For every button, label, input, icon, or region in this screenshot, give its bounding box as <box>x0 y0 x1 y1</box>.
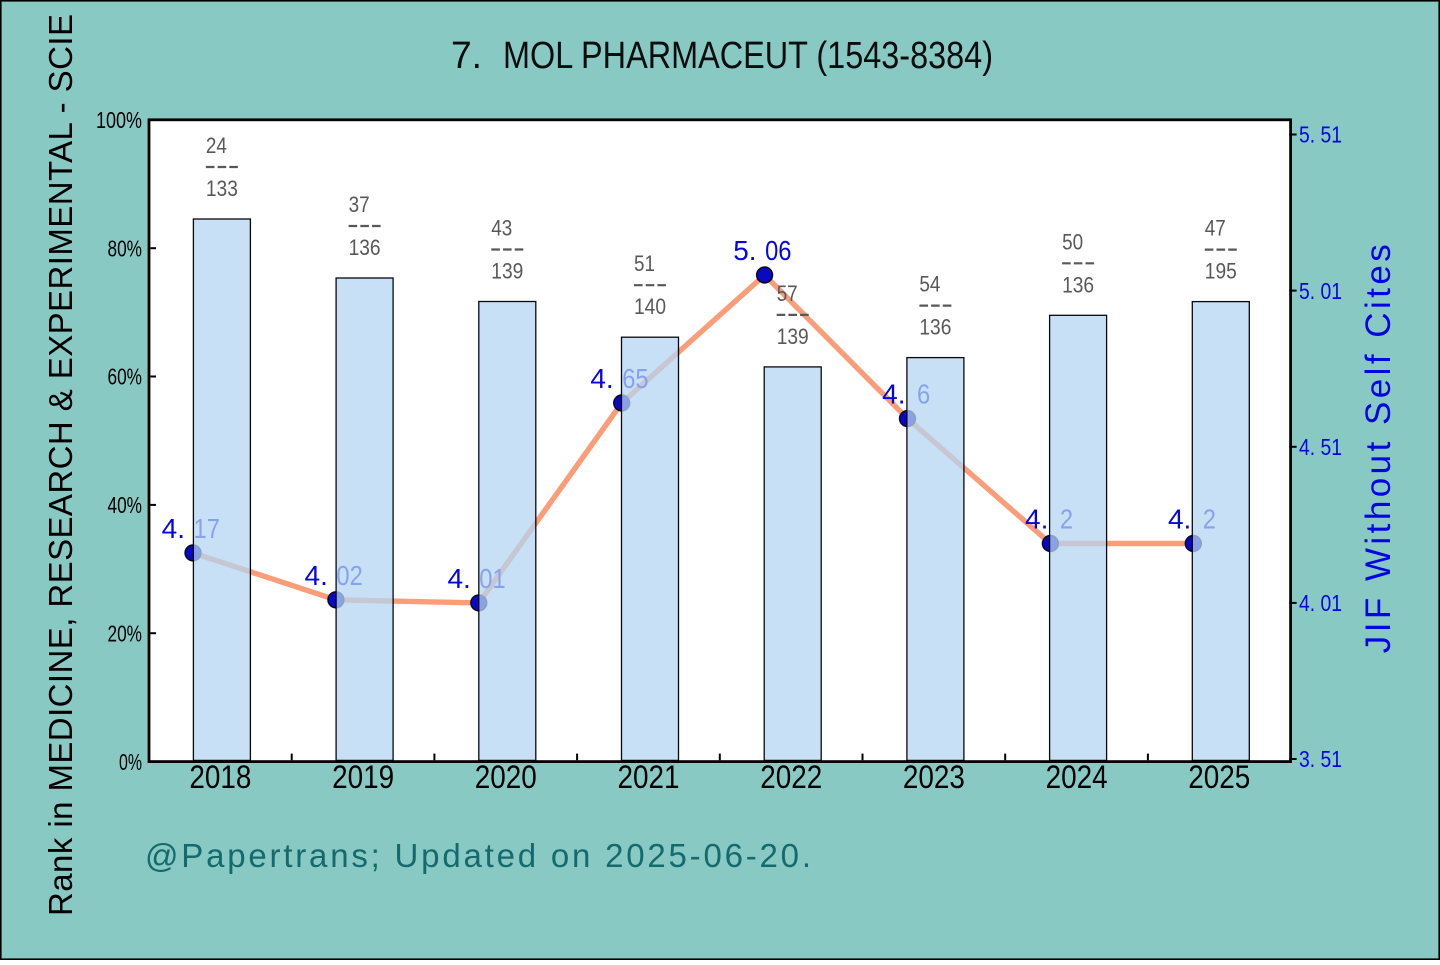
svg-text:06: 06 <box>765 235 791 266</box>
svg-text:100%: 100% <box>96 107 142 133</box>
svg-text:4.: 4. <box>305 560 328 591</box>
svg-text:54: 54 <box>919 272 940 297</box>
svg-text:MOL PHARMACEUT (1543-8384): MOL PHARMACEUT (1543-8384) <box>503 35 993 77</box>
svg-text:57: 57 <box>777 281 798 306</box>
svg-text:50: 50 <box>1062 229 1083 254</box>
svg-text:4.: 4. <box>447 563 470 594</box>
svg-text:4.: 4. <box>590 363 613 394</box>
svg-text:Rank in MEDICINE, RESEARCH & E: Rank in MEDICINE, RESEARCH & EXPERIMENTA… <box>42 14 79 916</box>
svg-text:7.: 7. <box>451 35 482 77</box>
svg-text:4.: 4. <box>1168 504 1191 535</box>
svg-text:24: 24 <box>206 133 227 158</box>
svg-text:3. 51: 3. 51 <box>1299 746 1342 772</box>
svg-text:195: 195 <box>1205 259 1237 284</box>
svg-text:4. 01: 4. 01 <box>1299 590 1342 616</box>
svg-text:2025: 2025 <box>1188 759 1250 795</box>
svg-text:136: 136 <box>349 235 381 260</box>
svg-text:JIF Without Self Cites: JIF Without Self Cites <box>1359 244 1398 653</box>
svg-text:139: 139 <box>491 259 523 284</box>
svg-text:20%: 20% <box>108 620 143 646</box>
svg-text:4.: 4. <box>1025 504 1048 535</box>
svg-text:43: 43 <box>491 216 512 241</box>
svg-text:2023: 2023 <box>903 759 965 795</box>
svg-text:2020: 2020 <box>475 759 537 795</box>
svg-text:47: 47 <box>1205 216 1226 241</box>
svg-text:80%: 80% <box>108 235 143 261</box>
svg-text:5. 01: 5. 01 <box>1299 278 1342 304</box>
svg-text:140: 140 <box>634 294 666 319</box>
svg-text:139: 139 <box>777 324 809 349</box>
svg-text:5. 51: 5. 51 <box>1299 122 1342 148</box>
svg-text:2024: 2024 <box>1046 759 1108 795</box>
svg-text:2018: 2018 <box>189 759 251 795</box>
svg-text:2022: 2022 <box>760 759 822 795</box>
svg-text:136: 136 <box>1062 272 1094 297</box>
svg-text:0%: 0% <box>119 749 142 775</box>
svg-text:4.: 4. <box>882 379 905 410</box>
svg-text:4.: 4. <box>162 513 185 544</box>
svg-text:4. 51: 4. 51 <box>1299 434 1342 460</box>
svg-text:40%: 40% <box>108 492 143 518</box>
svg-text:51: 51 <box>634 251 655 276</box>
svg-text:37: 37 <box>349 192 370 217</box>
svg-text:2021: 2021 <box>618 759 680 795</box>
svg-text:136: 136 <box>919 315 951 340</box>
svg-text:2019: 2019 <box>332 759 394 795</box>
svg-text:60%: 60% <box>108 364 143 390</box>
svg-text:133: 133 <box>206 176 238 201</box>
svg-text:5.: 5. <box>733 235 756 266</box>
svg-text:@Papertrans; Updated on 2025-0: @Papertrans; Updated on 2025-06-20. <box>145 837 811 874</box>
